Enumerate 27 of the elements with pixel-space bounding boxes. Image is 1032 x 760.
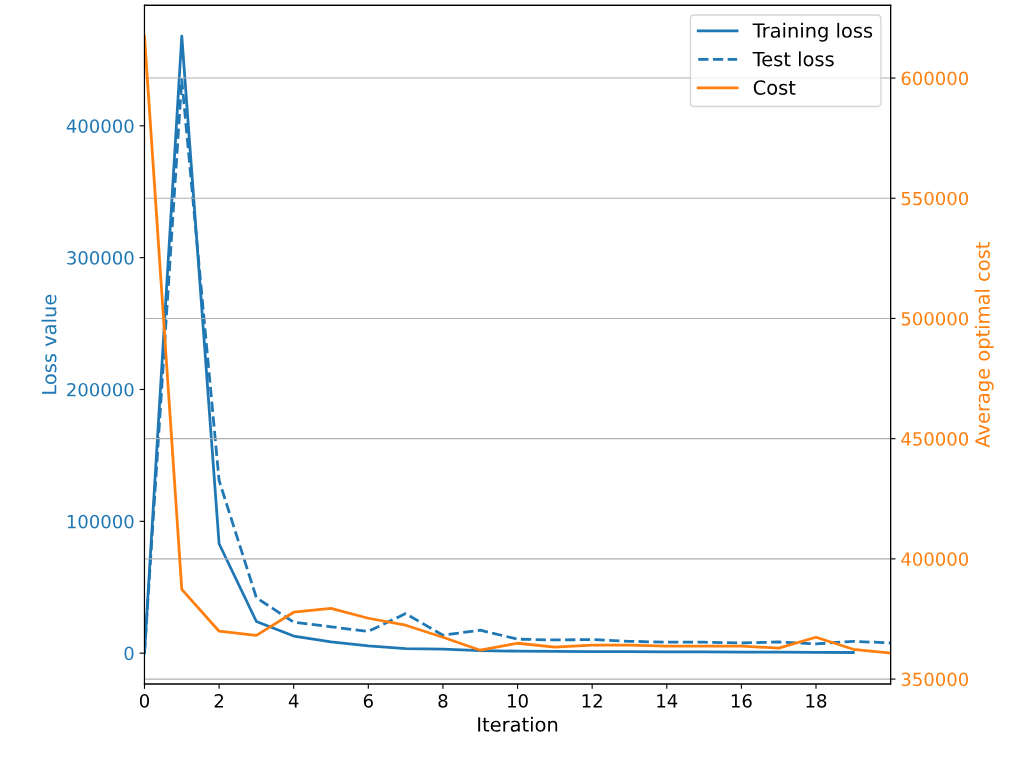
x-axis-title: Iteration — [478, 716, 558, 732]
legend-label: Training loss — [752, 22, 873, 42]
y2-tick-label: 450000 — [901, 432, 969, 446]
x-tick-label: 0 — [139, 694, 150, 708]
x-tick-label: 8 — [438, 694, 448, 708]
y-tick-label: 300000 — [67, 251, 134, 265]
y2-tick-label: 350000 — [901, 672, 969, 687]
y2-tick-label: 400000 — [901, 552, 969, 566]
legend-label: Test loss — [752, 51, 834, 67]
x-tick-label: 14 — [657, 694, 678, 708]
y-axis-title: Loss value — [41, 294, 57, 394]
legend-label: Cost — [753, 80, 796, 95]
y2-axis-title: Average optimal cost — [974, 242, 994, 448]
y2-tick-label: 600000 — [901, 71, 969, 86]
x-tick-label: 10 — [508, 694, 528, 708]
y2-tick-label: 550000 — [901, 191, 969, 206]
x-tick-label: 4 — [288, 694, 299, 708]
y2-tick-label: 500000 — [901, 311, 969, 326]
x-tick-label: 6 — [363, 694, 373, 708]
x-tick-label: 2 — [214, 694, 224, 708]
x-tick-label: 18 — [806, 694, 827, 708]
y-tick-label: 0 — [124, 646, 134, 661]
y-tick-label: 100000 — [67, 514, 134, 529]
x-tick-label: 12 — [582, 694, 602, 708]
x-tick-label: 16 — [731, 694, 752, 708]
y-tick-label: 200000 — [67, 382, 134, 397]
y-tick-label: 400000 — [66, 119, 134, 133]
